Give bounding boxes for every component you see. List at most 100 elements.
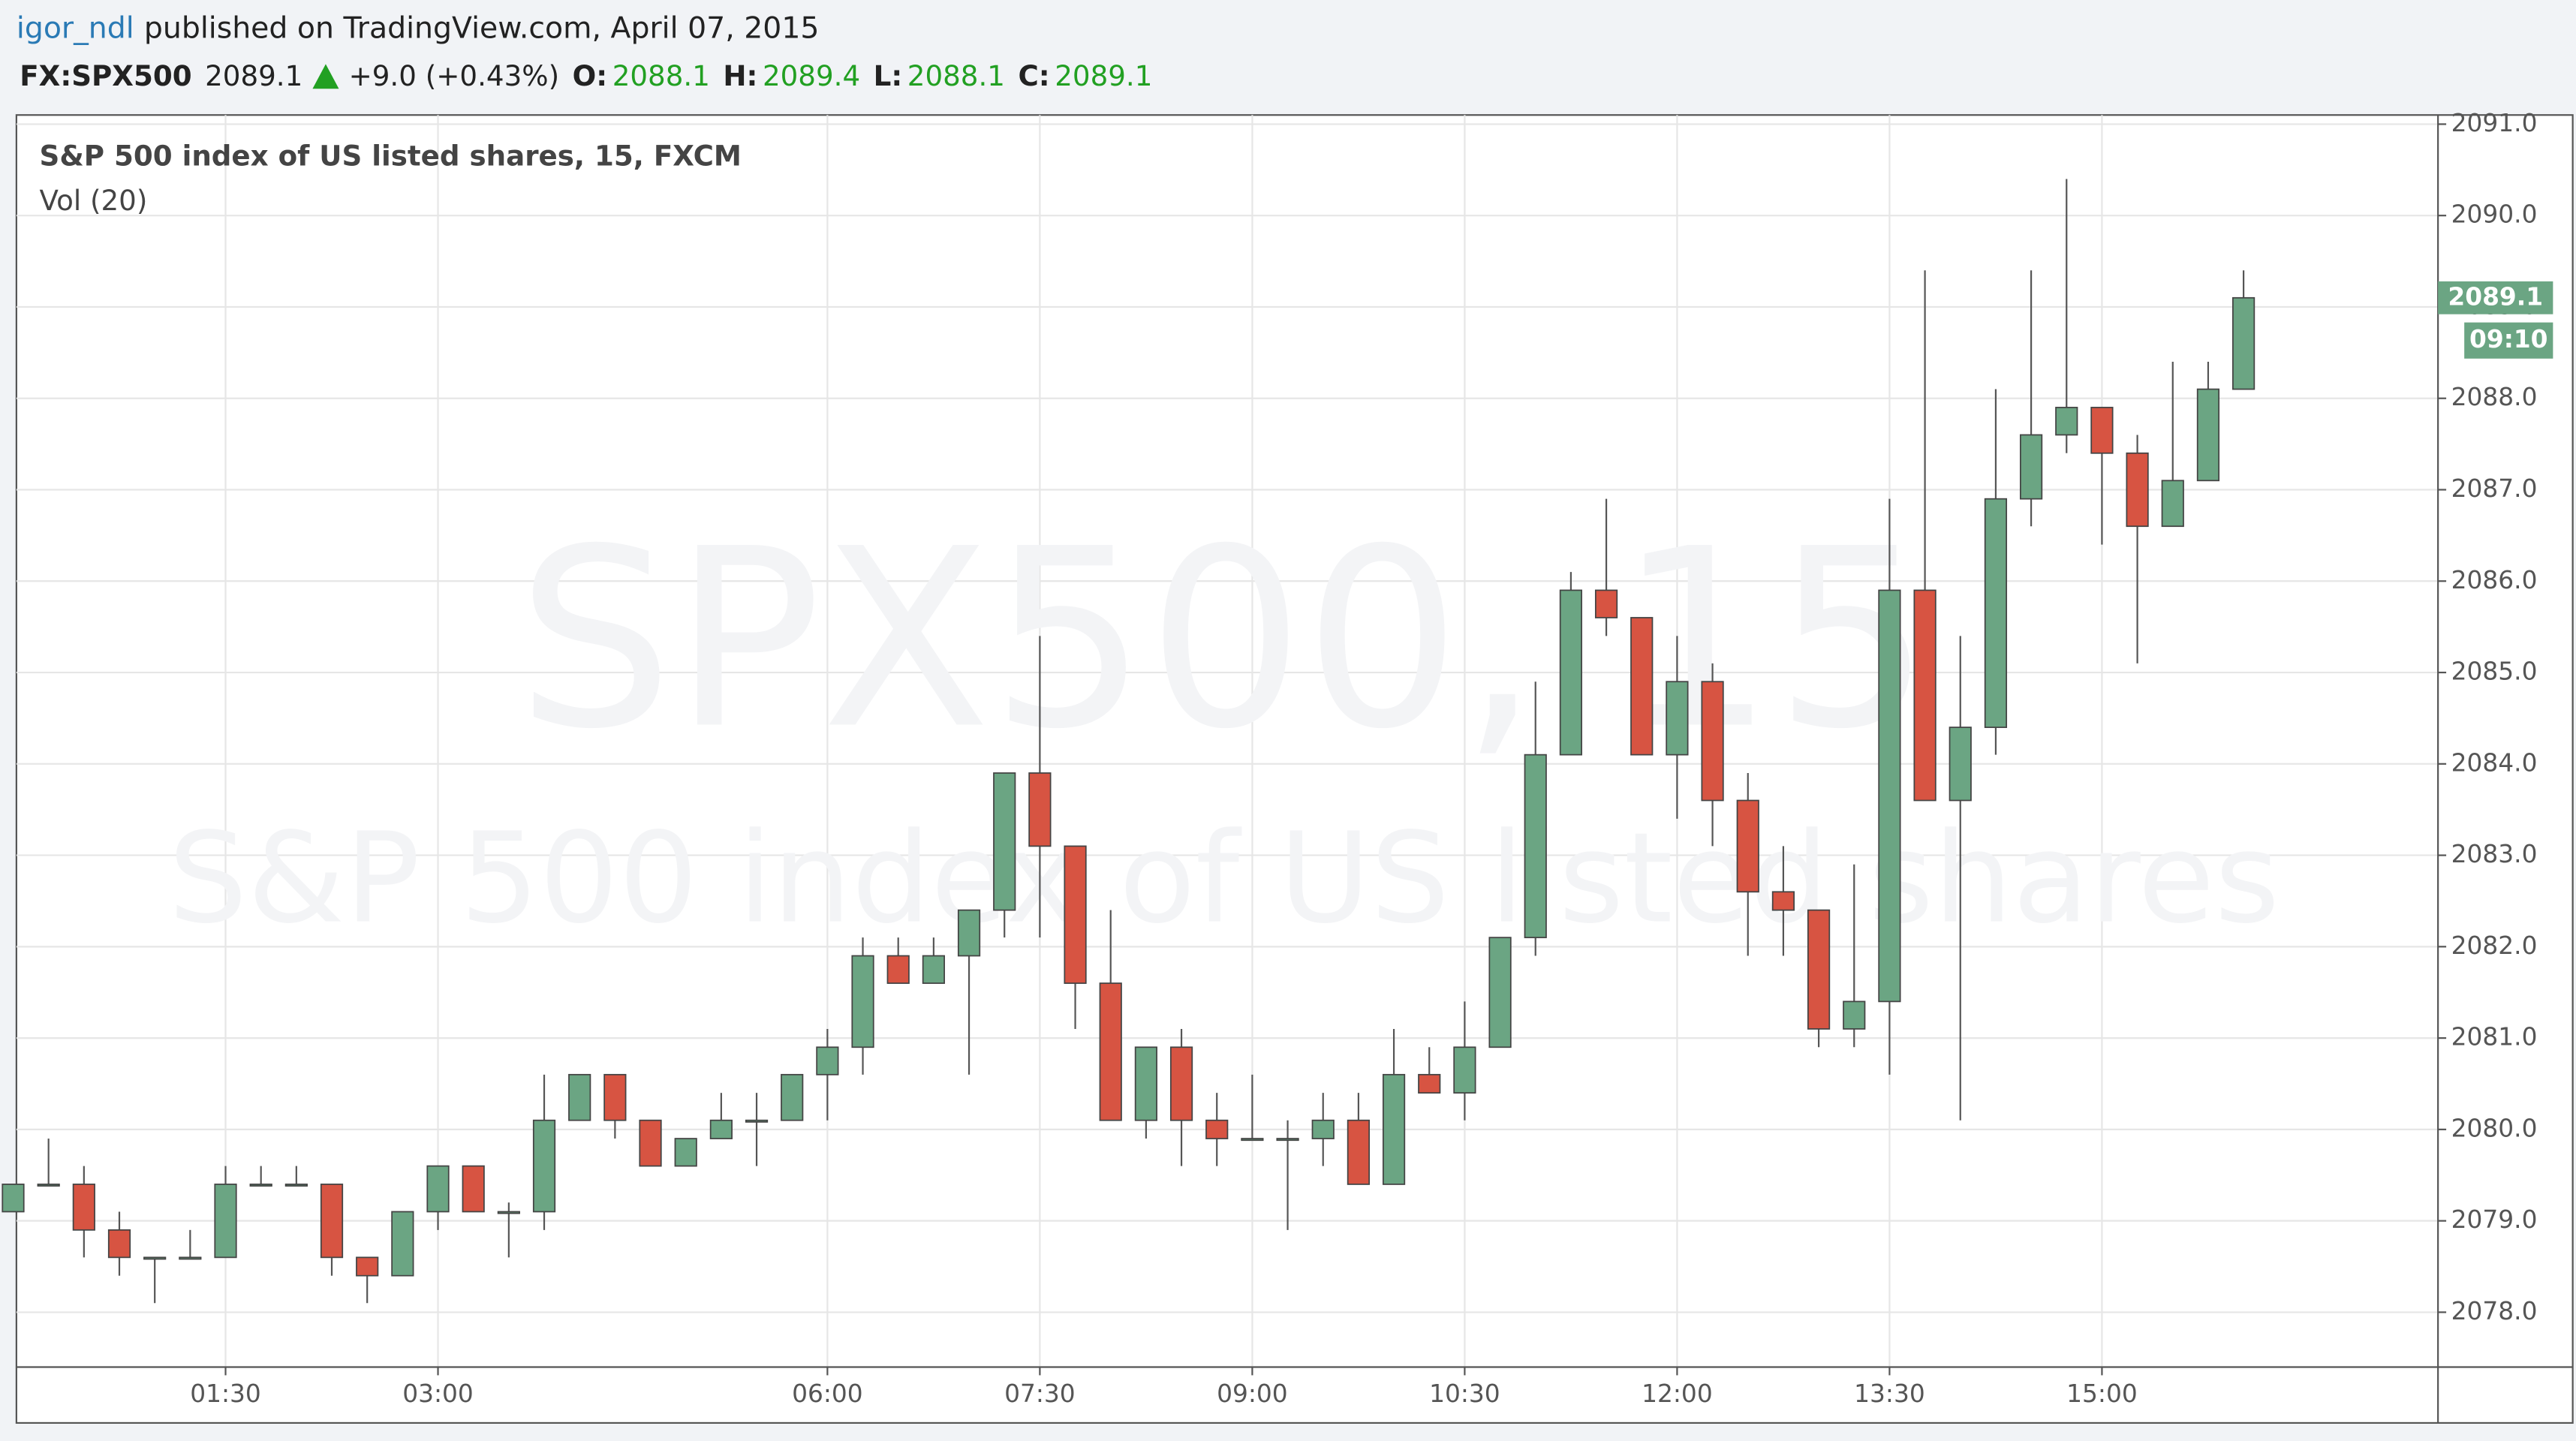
candle-body	[2055, 407, 2078, 436]
countdown-label: 09:10	[2469, 325, 2547, 353]
up-arrow	[312, 64, 339, 89]
candle-body	[1771, 891, 1795, 911]
candle-body	[1666, 681, 1689, 756]
candle-body	[993, 772, 1016, 911]
y-tick-label: 2090.0	[2451, 200, 2538, 229]
candle-body	[1241, 1138, 1264, 1142]
change: +9.0 (+0.43%)	[349, 59, 560, 92]
header-line: igor_ndl published on TradingView.com, Ap…	[17, 11, 820, 45]
candle-body	[1169, 1046, 1193, 1121]
o-label: O:	[573, 59, 608, 92]
candle-body	[37, 1184, 60, 1187]
candle-body	[1807, 909, 1831, 1030]
x-tick-label: 15:00	[2066, 1379, 2138, 1408]
candle-body	[1984, 498, 2008, 728]
candle-body	[886, 955, 910, 984]
candle-body	[214, 1184, 237, 1259]
candle-body	[2126, 452, 2149, 528]
candle-body	[143, 1256, 167, 1260]
y-tick-label: 2088.0	[2451, 383, 2538, 411]
candle-body	[1524, 754, 1547, 939]
o-value: 2088.1	[612, 59, 710, 92]
y-tick-label: 2087.0	[2451, 474, 2538, 503]
x-tick-label: 03:00	[402, 1379, 474, 1408]
candle-body	[1028, 772, 1052, 847]
candle-body	[1630, 617, 1654, 756]
candle-body	[284, 1184, 308, 1187]
candle-body	[639, 1119, 662, 1167]
candle-body	[1913, 589, 1937, 802]
x-tick-label: 09:00	[1217, 1379, 1288, 1408]
candles	[2, 179, 2256, 1304]
x-tick-label: 06:00	[792, 1379, 863, 1408]
last-price-label: 2089.1	[2448, 282, 2543, 311]
candle-body	[1099, 982, 1122, 1121]
candle-body	[1878, 589, 1901, 1003]
candle-body	[1949, 727, 1972, 802]
candle-body	[922, 955, 945, 984]
l-label: L:	[874, 59, 903, 92]
candle-body	[2161, 480, 2184, 528]
candle-body	[2231, 296, 2256, 390]
candle-body	[532, 1119, 556, 1213]
candle-body	[1347, 1119, 1371, 1185]
candle-body	[1594, 589, 1618, 618]
x-tick-label: 13:30	[1854, 1379, 1925, 1408]
candle-body	[2019, 434, 2043, 500]
candle-body	[568, 1073, 591, 1121]
y-tick-label: 2091.0	[2451, 109, 2538, 137]
y-tick-label: 2078.0	[2451, 1297, 2538, 1325]
x-tick-label: 07:30	[1004, 1379, 1076, 1408]
published: published on TradingView.com, April 07, …	[144, 11, 820, 45]
candle-body	[1276, 1138, 1299, 1142]
c-label: C:	[1018, 59, 1049, 92]
symbol: FX:SPX500	[20, 59, 191, 92]
candle-body	[1453, 1046, 1476, 1094]
x-tick-label: 12:00	[1642, 1379, 1713, 1408]
h-value: 2089.4	[763, 59, 860, 92]
grid	[16, 115, 2439, 1367]
chart-subtitle: Vol (20)	[40, 184, 148, 217]
axes: 2078.0 2079.0 2080.0 2081.0 2082.0 2083.0 2084…	[190, 109, 2553, 1408]
candle-body	[1382, 1073, 1406, 1185]
y-tick-label: 2082.0	[2451, 931, 2538, 960]
candle-body	[1064, 845, 1087, 984]
candle-body	[72, 1184, 95, 1231]
candle-body	[107, 1229, 131, 1259]
candle-body	[851, 955, 874, 1048]
candle-body	[2, 1184, 25, 1213]
candle-body	[356, 1256, 379, 1277]
y-tick-label: 2083.0	[2451, 840, 2538, 868]
candle-body	[2090, 407, 2114, 454]
candle-body	[2196, 388, 2220, 482]
y-tick-label: 2084.0	[2451, 748, 2538, 777]
candle-body	[1843, 1000, 1866, 1030]
watermark-description: S&P 500 index of US listed shares	[168, 807, 2280, 952]
candle-body	[603, 1073, 627, 1121]
user-link[interactable]: igor_ndl	[17, 11, 134, 45]
y-tick-label: 2086.0	[2451, 566, 2538, 594]
candle-body	[391, 1211, 414, 1277]
quote-line: FX:SPX500 2089.1 +9.0 (+0.43%) O: 2088.1 H: 20…	[20, 59, 1152, 92]
candle-body	[1205, 1119, 1229, 1139]
price: 2089.1	[205, 59, 302, 92]
candle-body	[745, 1119, 769, 1123]
candle-body	[179, 1256, 202, 1260]
y-tick-label: 2080.0	[2451, 1114, 2538, 1142]
candle-body	[1559, 589, 1583, 756]
watermark-symbol: SPX500, 15	[516, 496, 1930, 783]
candle-body	[816, 1046, 839, 1075]
chart-title: S&P 500 index of US listed shares, 15, F…	[40, 140, 742, 173]
countdown-tag	[2464, 322, 2553, 359]
candle-body	[1736, 799, 1759, 893]
candle-body	[1701, 681, 1724, 802]
candle-body	[1488, 937, 1512, 1048]
y-tick-label: 2081.0	[2451, 1023, 2538, 1051]
candle-body	[1418, 1073, 1441, 1094]
c-value: 2089.1	[1055, 59, 1152, 92]
candle-body	[1134, 1046, 1157, 1121]
y-tick-label: 2085.0	[2451, 657, 2538, 686]
candle-body	[674, 1138, 697, 1167]
